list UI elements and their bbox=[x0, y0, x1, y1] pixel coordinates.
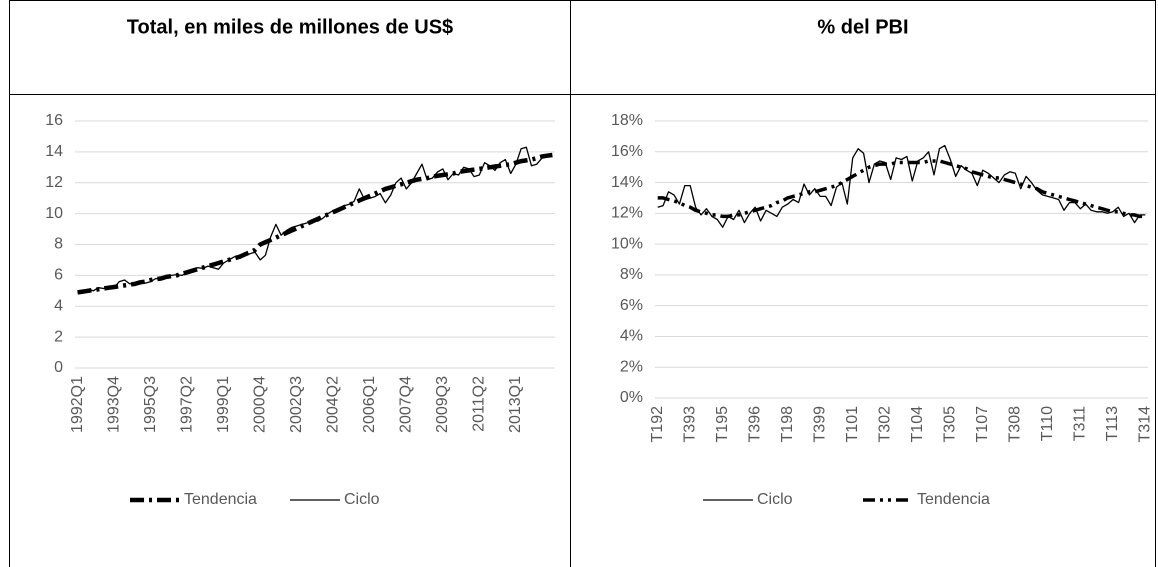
x-tick-label: T393 bbox=[681, 406, 698, 443]
y-tick-label: 2% bbox=[620, 358, 643, 375]
x-tick-label: T314 bbox=[1137, 406, 1154, 443]
x-tick-label: T399 bbox=[811, 406, 828, 443]
x-tick-label: T113 bbox=[1104, 406, 1121, 441]
line-series bbox=[657, 144, 1146, 228]
x-tick-label: 2007Q4 bbox=[398, 376, 415, 433]
x-tick-label: 1997Q2 bbox=[178, 376, 195, 433]
y-tick-label: 10 bbox=[45, 205, 63, 222]
y-tick-label: 18% bbox=[611, 112, 643, 129]
y-tick-label: 12% bbox=[611, 205, 643, 222]
y-tick-label: 16 bbox=[45, 112, 63, 129]
y-tick-label: 2 bbox=[54, 328, 63, 345]
x-tick-label: 2013Q1 bbox=[507, 376, 524, 433]
x-tick-label: T101 bbox=[844, 406, 861, 443]
chart-title: % del PBI bbox=[817, 16, 908, 38]
chart-title: Total, en miles de millones de US$ bbox=[127, 16, 453, 38]
x-tick-label: 2002Q3 bbox=[288, 376, 305, 433]
line-series bbox=[657, 159, 1146, 219]
x-tick-label: T308 bbox=[1006, 406, 1023, 443]
x-tick-label: 1995Q3 bbox=[142, 376, 159, 433]
x-tick-label: 1992Q1 bbox=[69, 376, 86, 433]
y-tick-label: 6% bbox=[620, 297, 643, 314]
y-tick-label: 14 bbox=[45, 143, 63, 160]
x-tick-label: T195 bbox=[714, 406, 731, 443]
x-tick-label: 1993Q4 bbox=[105, 376, 122, 433]
y-tick-label: 8% bbox=[620, 266, 643, 283]
x-tick-label: 2011Q2 bbox=[471, 376, 488, 432]
line-series bbox=[77, 146, 553, 294]
y-tick-label: 0 bbox=[54, 359, 63, 376]
y-tick-label: 4% bbox=[620, 328, 643, 345]
x-tick-label: T396 bbox=[746, 406, 763, 443]
x-tick-label: T192 bbox=[649, 406, 666, 443]
legend-label: Tendencia bbox=[184, 491, 257, 508]
y-tick-label: 8 bbox=[54, 236, 63, 253]
legend-label: Tendencia bbox=[917, 491, 990, 508]
x-tick-label: T107 bbox=[974, 406, 991, 443]
legend-label: Ciclo bbox=[757, 491, 793, 508]
y-tick-label: 12 bbox=[45, 174, 63, 191]
y-tick-label: 6 bbox=[54, 267, 63, 284]
y-tick-label: 14% bbox=[611, 174, 643, 191]
y-tick-label: 16% bbox=[611, 143, 643, 160]
x-tick-label: T305 bbox=[941, 406, 958, 443]
x-tick-label: T104 bbox=[909, 406, 926, 443]
y-tick-label: 4 bbox=[54, 297, 63, 314]
legend-label: Ciclo bbox=[344, 491, 380, 508]
x-tick-label: T110 bbox=[1039, 406, 1056, 441]
y-tick-label: 0% bbox=[620, 389, 643, 406]
x-tick-label: 2004Q2 bbox=[324, 376, 341, 433]
y-tick-label: 10% bbox=[611, 235, 643, 252]
x-tick-label: T198 bbox=[779, 406, 796, 443]
x-tick-label: T302 bbox=[876, 406, 893, 443]
x-tick-label: 1999Q1 bbox=[215, 376, 232, 433]
x-tick-label: T311 bbox=[1071, 406, 1088, 441]
x-tick-label: 2009Q3 bbox=[434, 376, 451, 433]
x-tick-label: 2006Q1 bbox=[361, 376, 378, 433]
x-tick-label: 2000Q4 bbox=[251, 376, 268, 433]
